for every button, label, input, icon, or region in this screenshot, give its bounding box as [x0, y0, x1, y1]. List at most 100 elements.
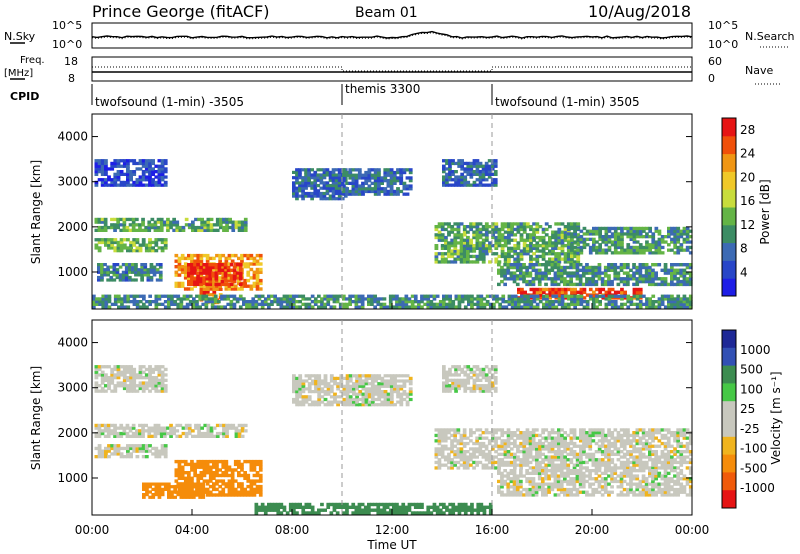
heatmap-cell [196, 271, 200, 275]
heatmap-cell [119, 373, 124, 377]
heatmap-cell [181, 228, 186, 232]
heatmap-cell [144, 446, 149, 451]
heatmap-cell [316, 191, 321, 196]
heatmap-cell [116, 220, 120, 224]
heatmap-cell [141, 172, 146, 176]
heatmap-cell [570, 235, 574, 239]
heatmap-cell [183, 287, 188, 291]
heatmap-cell [238, 282, 243, 287]
heatmap-cell [578, 282, 583, 287]
heatmap-cell [132, 183, 137, 187]
heatmap-cell [107, 178, 111, 182]
heatmap-cell [557, 260, 562, 264]
heatmap-cell [670, 277, 674, 281]
heatmap-cell [576, 222, 581, 226]
heatmap-cell [660, 251, 665, 255]
heatmap-cell [460, 178, 464, 182]
heatmap-cell [221, 270, 226, 274]
heatmap-cell [528, 271, 533, 275]
heatmap-cell [443, 455, 448, 459]
heatmap-cell [541, 428, 545, 432]
heatmap-cell [196, 462, 201, 467]
heatmap-cell [227, 273, 232, 277]
heatmap-cell [252, 473, 257, 478]
heatmap-cell [532, 300, 537, 304]
heatmap-cell [255, 284, 260, 288]
heatmap-cell [138, 446, 143, 451]
heatmap-cell [454, 297, 459, 301]
heatmap-cell [255, 278, 260, 283]
heatmap-cell [377, 397, 382, 402]
heatmap-cell [129, 378, 133, 382]
heatmap-cell [183, 459, 188, 464]
heatmap-cell [434, 433, 439, 438]
heatmap-cell [581, 282, 586, 287]
heatmap-cell [547, 431, 552, 435]
heatmap-cell [233, 459, 238, 464]
heatmap-cell [314, 379, 318, 383]
heatmap-cell [408, 170, 413, 175]
heatmap-cell [211, 263, 216, 267]
heatmap-cell [493, 378, 498, 382]
heatmap-cell [370, 382, 375, 386]
heatmap-cell [190, 493, 194, 497]
heatmap-cell [282, 305, 287, 309]
heatmap-cell [208, 490, 213, 494]
heatmap-cell [320, 300, 324, 304]
heatmap-cell [484, 466, 489, 470]
heatmap-cell [676, 279, 680, 284]
heatmap-cell [544, 263, 548, 267]
heatmap-cell [205, 271, 209, 275]
heatmap-cell [472, 384, 477, 388]
heatmap-cell [205, 490, 210, 494]
heatmap-cell [156, 228, 161, 232]
heatmap-cell [235, 297, 240, 301]
heatmap-cell [679, 268, 684, 272]
heatmap-cell [351, 294, 356, 298]
heatmap-cell [231, 228, 236, 232]
heatmap-cell [342, 302, 346, 306]
heatmap-cell [484, 455, 489, 459]
heatmap-cell [218, 484, 222, 489]
heatmap-cell [113, 249, 118, 253]
heatmap-cell [295, 170, 299, 174]
heatmap-cell [202, 271, 206, 275]
heatmap-cell [177, 273, 182, 277]
heatmap-cell [531, 263, 536, 267]
heatmap-cell [638, 290, 643, 294]
heatmap-cell [380, 392, 385, 396]
heatmap-cell [509, 433, 514, 438]
heatmap-cell [190, 468, 194, 472]
heatmap-cell [626, 277, 630, 281]
heatmap-cell [579, 297, 584, 301]
heatmap-cell [554, 252, 559, 256]
heatmap-cell [617, 243, 621, 247]
heatmap-cell [326, 297, 331, 301]
heatmap-cell [638, 245, 643, 250]
heatmap-cell [122, 384, 127, 388]
heatmap-cell [196, 459, 201, 464]
heatmap-cell [448, 386, 452, 391]
heatmap-cell [490, 167, 495, 171]
heatmap-cell [682, 282, 687, 287]
heatmap-cell [144, 423, 148, 428]
heatmap-cell [212, 462, 216, 467]
heatmap-cell [270, 294, 274, 298]
heatmap-cell [229, 263, 234, 267]
heatmap-cell [109, 275, 114, 280]
heatmap-cell [545, 300, 549, 304]
heatmap-cell [249, 493, 254, 497]
heatmap-cell [212, 290, 217, 294]
heatmap-cell [373, 189, 378, 194]
heatmap-cell [377, 382, 382, 386]
heatmap-cell [417, 302, 421, 306]
heatmap-cell [107, 167, 111, 171]
heatmap-cell [481, 249, 486, 253]
heatmap-cell [194, 423, 198, 428]
heatmap-cell [377, 376, 382, 380]
heatmap-cell [326, 382, 331, 386]
heatmap-cell [255, 270, 260, 274]
heatmap-cell [190, 277, 194, 281]
heatmap-cell [126, 175, 130, 179]
